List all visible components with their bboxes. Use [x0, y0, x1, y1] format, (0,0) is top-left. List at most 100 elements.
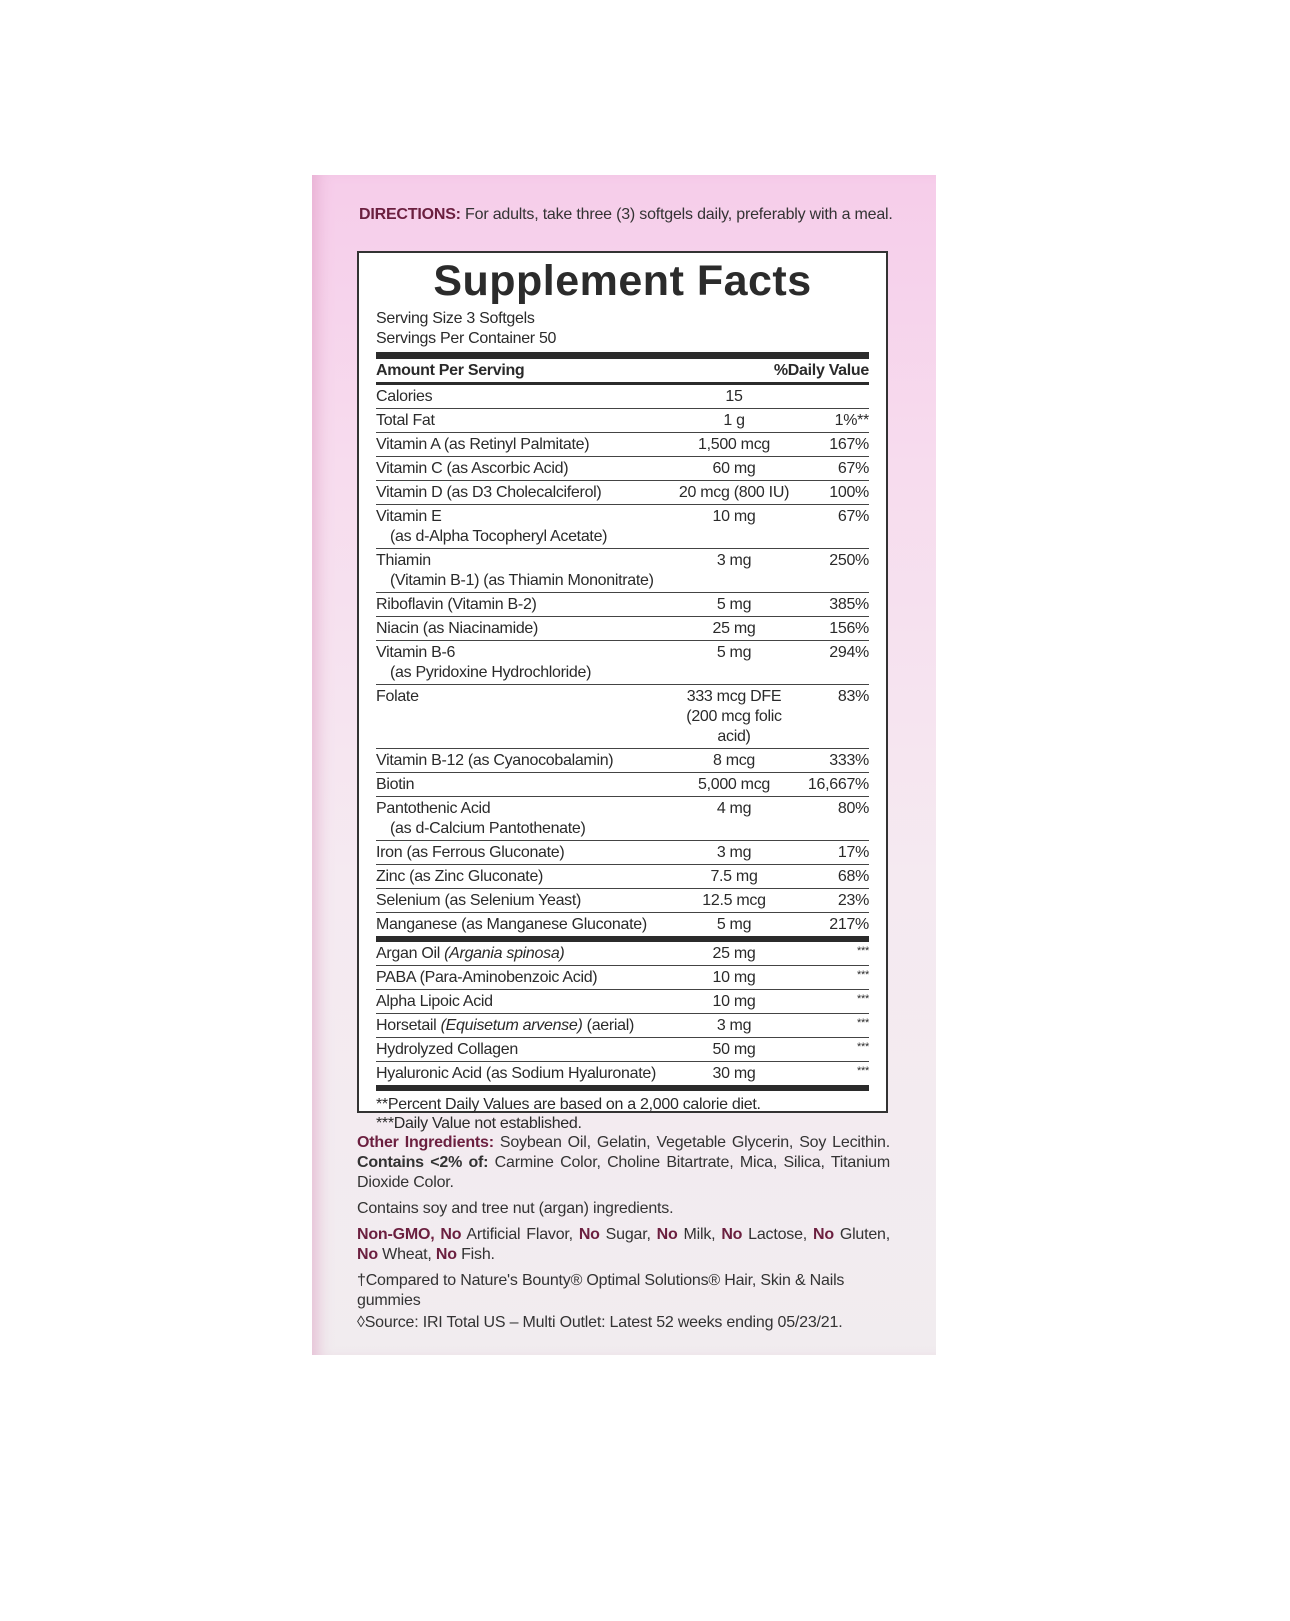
nutrient-label: Thiamin: [376, 552, 431, 569]
claim-bold: No: [435, 1246, 457, 1263]
daily-value: 80%: [837, 800, 869, 817]
nutrient-label: PABA (Para-Aminobenzoic Acid): [376, 969, 598, 986]
nutrient-line: Vitamin E: [376, 507, 661, 527]
nutrient-label: Vitamin B-12 (as Cyanocobalamin): [376, 752, 614, 769]
claim-bold: No: [721, 1226, 743, 1243]
nutrient-label: Total Fat: [376, 412, 435, 429]
amount: 25 mg: [661, 944, 799, 964]
nutrient-line: Thiamin: [376, 551, 661, 571]
nutrient-label: Vitamin A (as Retinyl Palmitate): [376, 436, 590, 453]
amount: 10 mg: [661, 992, 799, 1012]
amount: 60 mg: [661, 459, 799, 479]
table-row: Total Fat 1 g 1%**: [376, 409, 869, 433]
nutrient-label: Selenium (as Selenium Yeast): [376, 892, 582, 909]
nutrient-name: Vitamin B-12 (as Cyanocobalamin): [376, 751, 661, 771]
nutrient-line: Biotin: [376, 775, 661, 795]
nutrient-name: Riboflavin (Vitamin B-2): [376, 595, 661, 615]
amount: 8 mcg: [661, 751, 799, 771]
nutrient-latin-name: (Equisetum arvense): [440, 1017, 583, 1034]
nutrient-name: Niacin (as Niacinamide): [376, 619, 661, 639]
nutrient-label: Niacin (as Niacinamide): [376, 620, 539, 637]
claim-bold: No: [812, 1226, 834, 1243]
serving-size: Serving Size 3 Softgels: [376, 310, 535, 327]
nutrient-name: Thiamin (Vitamin B-1) (as Thiamin Mononit…: [376, 551, 661, 591]
nutrient-name: Hydrolyzed Collagen: [376, 1040, 661, 1060]
table-row: Vitamin B-12 (as Cyanocobalamin) 8 mcg 333…: [376, 749, 869, 773]
amount: 5 mg: [661, 643, 799, 683]
amount: 4 mg: [661, 799, 799, 839]
table-row: Horsetail (Equisetum arvense) (aerial) 3 …: [376, 1014, 869, 1038]
claims: Non-GMO, No Artificial Flavor, No Sugar,…: [357, 1225, 890, 1265]
nutrient-line: Vitamin C (as Ascorbic Acid): [376, 459, 661, 479]
nutrient-line: Hydrolyzed Collagen: [376, 1040, 661, 1060]
daily-value: ***: [857, 1065, 869, 1077]
table-row: Zinc (as Zinc Gluconate) 7.5 mg 68%: [376, 865, 869, 889]
daily-value: ***: [857, 1041, 869, 1053]
facts-title: Supplement Facts: [433, 257, 812, 305]
nutrient-line: Vitamin A (as Retinyl Palmitate): [376, 435, 661, 455]
footnote: **Percent Daily Values are based on a 2,…: [376, 1096, 761, 1113]
table-row: Hyaluronic Acid (as Sodium Hyaluronate) 3…: [376, 1062, 869, 1091]
table-row: Argan Oil (Argania spinosa) 25 mg ***: [376, 942, 869, 966]
claim-text: Gluten,: [833, 1226, 891, 1243]
amount-value: 5,000 mcg: [697, 776, 770, 793]
table-row: Vitamin B-6 (as Pyridoxine Hydrochloride)…: [376, 641, 869, 685]
claim-text: Fish.: [456, 1246, 495, 1263]
table-row: Folate 333 mcg DFE (200 mcg folic acid) 83%: [376, 685, 869, 749]
amount-value: 5 mg: [716, 916, 752, 933]
daily-value: 385%: [829, 596, 869, 613]
nutrient-label: Zinc (as Zinc Gluconate): [376, 868, 544, 885]
amount-value: 10 mg: [712, 508, 756, 525]
claim-text: Milk,: [677, 1226, 722, 1243]
table-row: Biotin 5,000 mcg 16,667%: [376, 773, 869, 797]
table-row: Vitamin A (as Retinyl Palmitate) 1,500 mc…: [376, 433, 869, 457]
daily-value: 23%: [837, 892, 869, 909]
supplement-facts-box: Supplement Facts Serving Size 3 Softgels…: [357, 251, 888, 1132]
other-ingredients: Other Ingredients: Soybean Oil, Gelatin,…: [357, 1134, 890, 1191]
amount-value: 5 mg: [716, 644, 752, 661]
nutrient-line: Calories: [376, 387, 661, 407]
amount: 333 mcg DFE (200 mcg folic acid): [661, 687, 799, 747]
allergens: Contains soy and tree nut (argan) ingred…: [357, 1200, 674, 1217]
nutrient-name: Vitamin B-6 (as Pyridoxine Hydrochloride): [376, 643, 661, 683]
daily-value: ***: [857, 969, 869, 981]
nutrient-line: Argan Oil (Argania spinosa): [376, 944, 661, 964]
nutrient-label: Argan Oil: [376, 945, 445, 962]
nutrient-label: Pantothenic Acid: [376, 800, 491, 817]
nutrient-name: Iron (as Ferrous Gluconate): [376, 843, 661, 863]
table-header: Amount Per Serving %Daily Value: [376, 359, 869, 385]
amount-value: 4 mg: [716, 800, 752, 817]
nutrient-source: (Vitamin B-1) (as Thiamin Mononitrate): [390, 572, 654, 589]
table-row: Niacin (as Niacinamide) 25 mg 156%: [376, 617, 869, 641]
daily-value: ***: [857, 945, 869, 957]
nutrient-name: Horsetail (Equisetum arvense) (aerial): [376, 1016, 661, 1036]
nutrient-line: Selenium (as Selenium Yeast): [376, 891, 661, 911]
nutrient-latin-name: (Argania spinosa): [444, 945, 565, 962]
amount-value: 10 mg: [712, 969, 756, 986]
amount-value: 10 mg: [712, 993, 756, 1010]
daily-value: [799, 387, 869, 407]
nutrient-label: Folate: [376, 688, 419, 705]
nutrient-line: Folate: [376, 687, 661, 707]
amount-value: 3 mg: [716, 552, 752, 569]
comparison-note: †Compared to Nature's Bounty® Optimal So…: [357, 1272, 845, 1309]
facts-table: Calories 15 Total Fat 1 g 1%** Vitamin A (as …: [376, 385, 869, 1091]
daily-value: 156%: [829, 620, 869, 637]
nutrient-label: Hydrolyzed Collagen: [376, 1041, 518, 1058]
nutrient-name: Vitamin A (as Retinyl Palmitate): [376, 435, 661, 455]
directions: DIRECTIONS: For adults, take three (3) s…: [359, 206, 893, 223]
daily-value: 83%: [837, 688, 869, 705]
daily-value: 67%: [837, 460, 869, 477]
amount: 50 mg: [661, 1040, 799, 1060]
nutrient-line: Pantothenic Acid: [376, 799, 661, 819]
nutrient-name: Total Fat: [376, 411, 661, 431]
nutrient-label: Calories: [376, 388, 433, 405]
amount-value: 8 mcg: [712, 752, 756, 769]
nutrient-name: Biotin: [376, 775, 661, 795]
amount: 5 mg: [661, 595, 799, 615]
nutrient-source: (as d-Calcium Pantothenate): [390, 820, 586, 837]
table-row: Thiamin (Vitamin B-1) (as Thiamin Mononit…: [376, 549, 869, 593]
amount: 7.5 mg: [661, 867, 799, 887]
amount: 5 mg: [661, 915, 799, 935]
nutrient-label: Vitamin C (as Ascorbic Acid): [376, 460, 569, 477]
